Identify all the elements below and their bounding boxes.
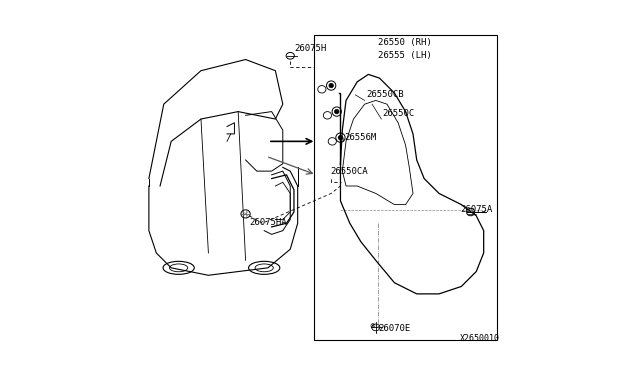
Text: 26550CA: 26550CA bbox=[330, 167, 367, 176]
Text: 26550 (RH): 26550 (RH) bbox=[378, 38, 431, 47]
Text: 26550C: 26550C bbox=[383, 109, 415, 118]
Text: 26075A: 26075A bbox=[461, 205, 493, 214]
Ellipse shape bbox=[329, 83, 333, 88]
Text: 26075H: 26075H bbox=[294, 44, 326, 53]
Ellipse shape bbox=[338, 135, 342, 140]
Text: 26556M: 26556M bbox=[344, 133, 376, 142]
Text: ⊗: ⊗ bbox=[369, 323, 375, 328]
Text: 26070E: 26070E bbox=[379, 324, 411, 333]
Text: 26555 (LH): 26555 (LH) bbox=[378, 51, 431, 60]
Bar bbox=[314, 35, 497, 340]
Text: X2650010: X2650010 bbox=[460, 334, 499, 343]
Ellipse shape bbox=[335, 109, 339, 114]
Text: 26075HA: 26075HA bbox=[250, 218, 287, 227]
Text: 26550CB: 26550CB bbox=[367, 90, 404, 99]
